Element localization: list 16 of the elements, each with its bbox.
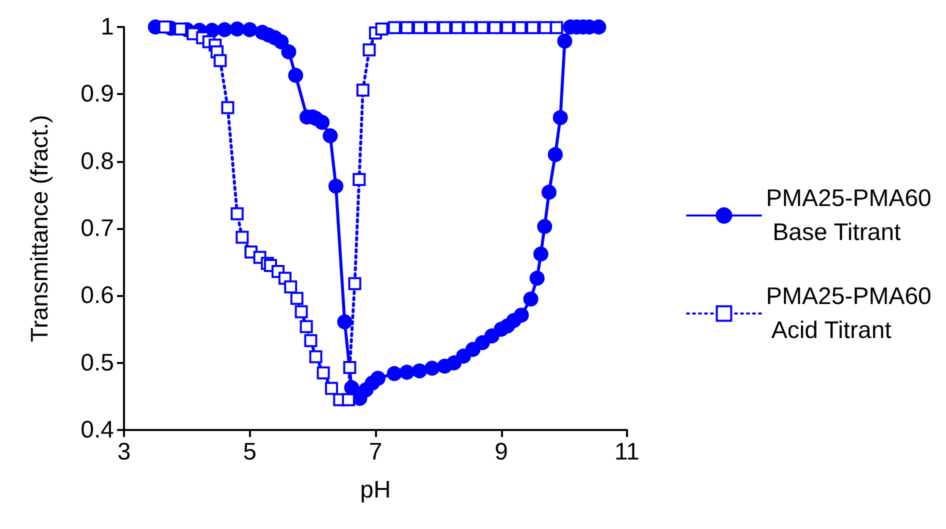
x-tick-label: 5 — [243, 438, 256, 466]
y-tick-label: 0.4 — [80, 416, 114, 444]
y-tick-label: 0.7 — [80, 215, 114, 242]
y-tick-label: 1 — [100, 14, 114, 40]
legend-label: PMA25-PMA60 Base Titrant — [766, 185, 932, 246]
x-tick-label: 3 — [117, 438, 131, 466]
x-tick-label: 9 — [494, 438, 508, 466]
x-axis-title: pH — [360, 476, 391, 504]
y-tick-label: 0.6 — [80, 282, 114, 310]
x-tick-label: 11 — [614, 438, 640, 466]
x-tick-label: 7 — [368, 438, 382, 466]
y-tick-label: 0.9 — [80, 80, 114, 108]
y-tick-label: 0.5 — [80, 349, 114, 376]
y-axis-title: Transmittance (fract.) — [26, 114, 54, 342]
legend-label: PMA25-PMA60 Acid Titrant — [766, 283, 932, 344]
y-tick-label: 0.8 — [80, 148, 114, 175]
